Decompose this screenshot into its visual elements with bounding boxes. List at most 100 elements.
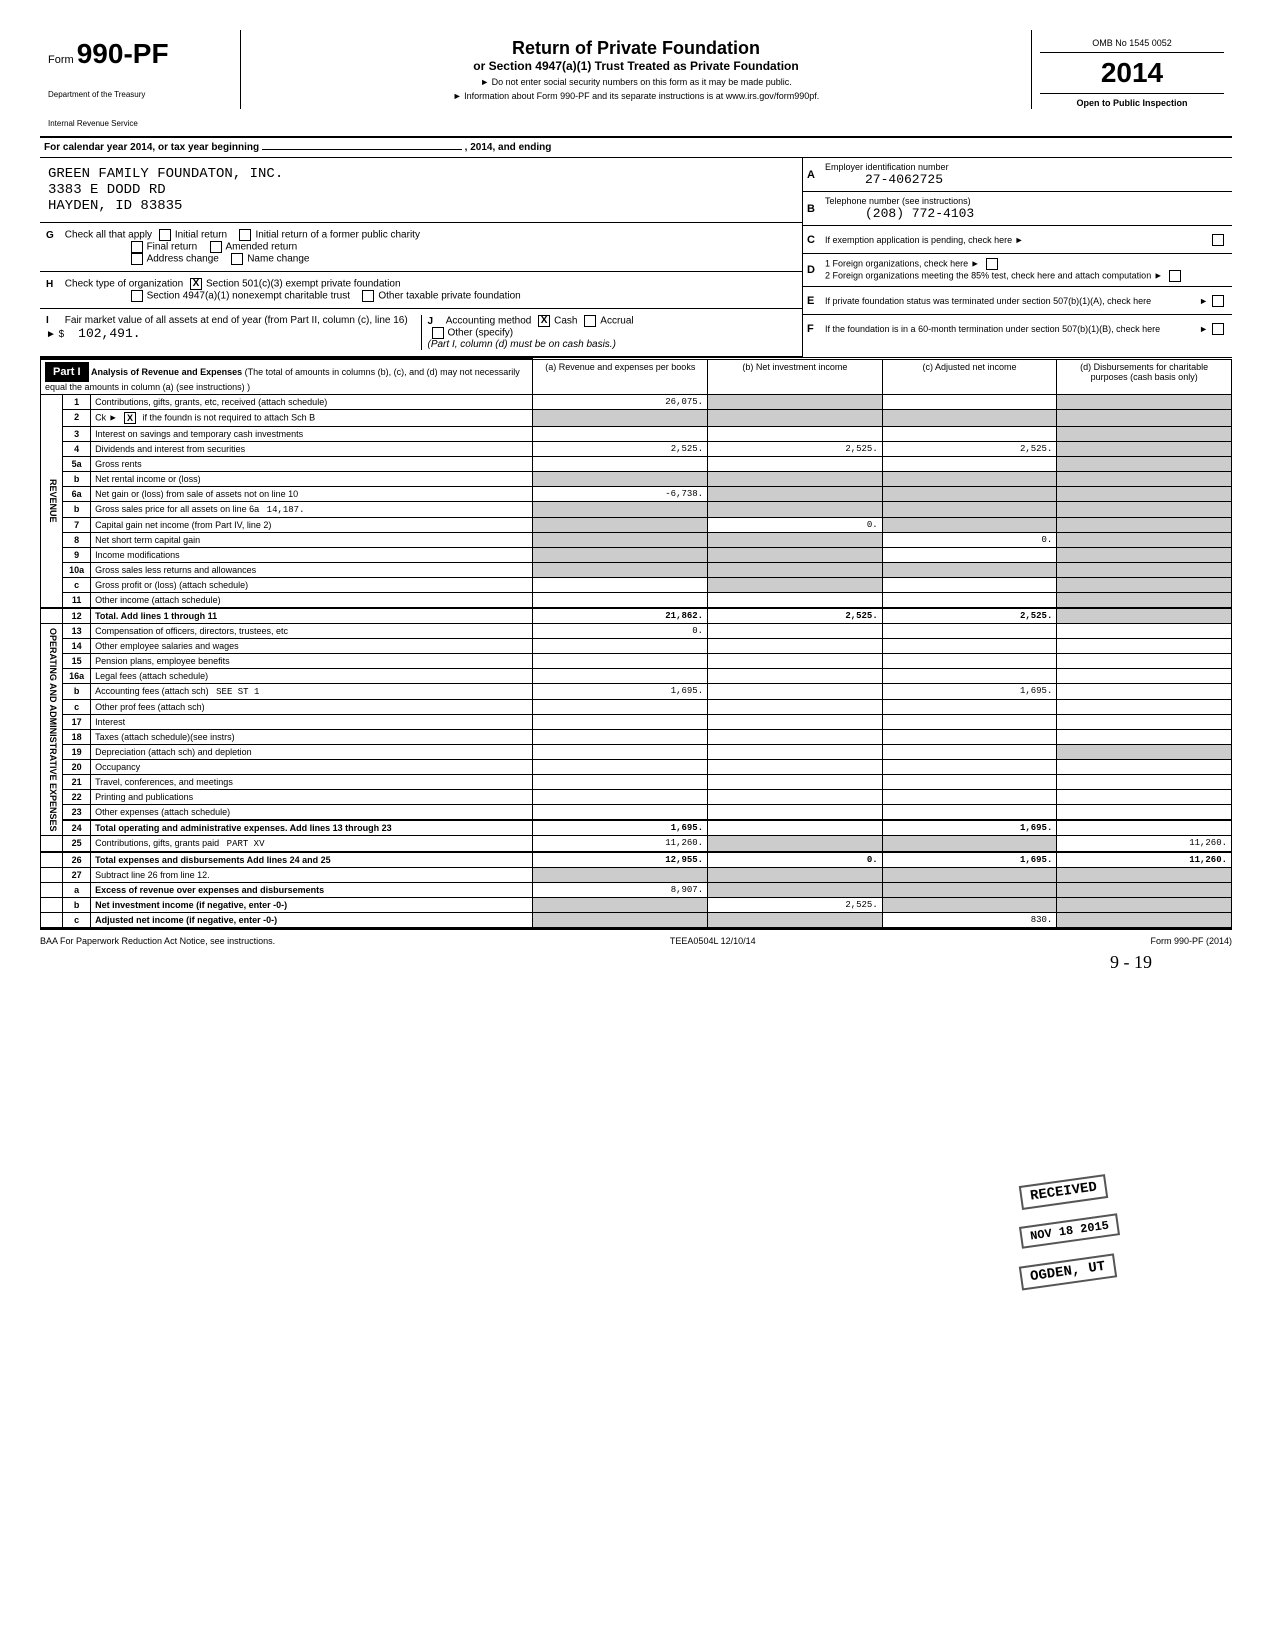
checkbox-501c3[interactable]: X: [190, 278, 202, 290]
d-text2: 2 Foreign organizations meeting the 85% …: [825, 270, 1151, 280]
table-row: bGross sales price for all assets on lin…: [41, 502, 1232, 518]
col-b-header: (b) Net investment income: [708, 359, 883, 395]
checkbox-initial-former[interactable]: [239, 229, 251, 241]
table-row: 11Other income (attach schedule): [41, 593, 1232, 609]
line-desc: Subtract line 26 from line 12.: [91, 868, 533, 883]
opt-501c3: Section 501(c)(3) exempt private foundat…: [206, 279, 401, 290]
checkbox-60month[interactable]: [1212, 323, 1224, 335]
checkbox-exemption-pending[interactable]: [1212, 234, 1224, 246]
line-desc: Occupancy: [91, 760, 533, 775]
checkbox-status-terminated[interactable]: [1212, 295, 1224, 307]
line-no: 9: [63, 548, 91, 563]
checkbox-4947[interactable]: [131, 290, 143, 302]
entity-name: GREEN FAMILY FOUNDATON, INC.: [48, 166, 794, 182]
opt-amended: Amended return: [226, 242, 298, 253]
line-amt-b: 2,525.: [708, 608, 883, 624]
j-text: Accounting method: [446, 316, 532, 327]
line-amt-c: 830.: [882, 913, 1057, 928]
line-no: 10a: [63, 563, 91, 578]
line-desc: Pension plans, employee benefits: [91, 654, 533, 669]
line-amt-a: 1,695.: [533, 684, 708, 700]
ein-value: 27-4062725: [825, 172, 943, 187]
opt-initial: Initial return: [175, 230, 227, 241]
line-desc: Adjusted net income (if negative, enter …: [91, 913, 533, 928]
line-amt-b: 2,525.: [708, 898, 883, 913]
line-no: 7: [63, 518, 91, 533]
line-desc: Net investment income (if negative, ente…: [91, 898, 533, 913]
checkbox-other-method[interactable]: [432, 327, 444, 339]
stamp-date: NOV 18 2015: [1029, 1219, 1109, 1244]
part1-title: Analysis of Revenue and Expenses: [91, 367, 242, 377]
checkbox-other-taxable[interactable]: [362, 290, 374, 302]
checkbox-amended[interactable]: [210, 241, 222, 253]
e-label: E: [807, 295, 825, 307]
line-no: 27: [63, 868, 91, 883]
line-no: 1: [63, 395, 91, 410]
table-row: 17Interest: [41, 715, 1232, 730]
e-text: If private foundation status was termina…: [825, 296, 1199, 306]
footer-mid: TEEA0504L 12/10/14: [670, 936, 756, 946]
checkbox-addr-change[interactable]: [131, 253, 143, 265]
checkbox-accrual[interactable]: [584, 315, 596, 327]
j-label: J: [428, 316, 444, 327]
line-desc: Travel, conferences, and meetings: [91, 775, 533, 790]
checkbox-foreign-85[interactable]: [1169, 270, 1181, 282]
line-no: b: [63, 898, 91, 913]
opt-accrual: Accrual: [600, 316, 633, 327]
line-amt-a: 11,260.: [533, 836, 708, 853]
table-row: 21Travel, conferences, and meetings: [41, 775, 1232, 790]
table-row: 5aGross rents: [41, 457, 1232, 472]
checkbox-final-return[interactable]: [131, 241, 143, 253]
line-desc: Gross sales less returns and allowances: [91, 563, 533, 578]
line-no: 16a: [63, 669, 91, 684]
form-title: Return of Private Foundation: [249, 38, 1023, 59]
i-label: I: [46, 315, 62, 326]
line-amt-a: 2,525.: [533, 442, 708, 457]
a-label: A: [807, 169, 825, 181]
line-amt-d: 11,260.: [1057, 852, 1232, 868]
table-row: 26Total expenses and disbursements Add l…: [41, 852, 1232, 868]
box-e: E If private foundation status was termi…: [803, 287, 1232, 315]
line-no: b: [63, 472, 91, 487]
table-row: 8Net short term capital gain0.: [41, 533, 1232, 548]
line-no: c: [63, 578, 91, 593]
entity-city: HAYDEN, ID 83835: [48, 198, 794, 214]
table-row: 2Ck ► X if the foundn is not required to…: [41, 410, 1232, 427]
checkbox-sch-b[interactable]: X: [124, 412, 136, 424]
checkbox-cash[interactable]: X: [538, 315, 550, 327]
col-a-header: (a) Revenue and expenses per books: [533, 359, 708, 395]
checkbox-name-change[interactable]: [231, 253, 243, 265]
line-amt-a: 21,862.: [533, 608, 708, 624]
line-amt-c: 2,525.: [882, 442, 1057, 457]
col-d-header: (d) Disbursements for charitable purpose…: [1057, 359, 1232, 395]
table-row: 20Occupancy: [41, 760, 1232, 775]
line-desc: Income modifications: [91, 548, 533, 563]
line-desc: Other expenses (attach schedule): [91, 805, 533, 821]
line-amt-a: 8,907.: [533, 883, 708, 898]
b-text: Telephone number (see instructions): [825, 196, 971, 206]
line-desc: Taxes (attach schedule)(see instrs): [91, 730, 533, 745]
f-label: F: [807, 323, 825, 335]
year-block: OMB No 1545 0052 2014 Open to Public Ins…: [1032, 30, 1232, 116]
table-row: 27Subtract line 26 from line 12.: [41, 868, 1232, 883]
expenses-side-label: OPERATING AND ADMINISTRATIVE EXPENSES: [41, 624, 63, 836]
table-row: cGross profit or (loss) (attach schedule…: [41, 578, 1232, 593]
h-text: Check type of organization: [65, 279, 183, 290]
checkbox-initial-return[interactable]: [159, 229, 171, 241]
line-no: b: [63, 684, 91, 700]
line-desc: Gross profit or (loss) (attach schedule): [91, 578, 533, 593]
line-no: 19: [63, 745, 91, 760]
checkbox-foreign-org[interactable]: [986, 258, 998, 270]
form-header: Form 990-PF Department of the Treasury I…: [40, 30, 1232, 138]
row-ij: I Fair market value of all assets at end…: [40, 309, 802, 357]
a-text: Employer identification number: [825, 162, 949, 172]
opt-4947: Section 4947(a)(1) nonexempt charitable …: [147, 291, 350, 302]
line-desc: Dividends and interest from securities: [91, 442, 533, 457]
note-ssn: ► Do not enter social security numbers o…: [249, 77, 1023, 87]
opt-other-tax: Other taxable private foundation: [378, 291, 520, 302]
stamp-ogden: OGDEN, UT: [1029, 1259, 1106, 1285]
table-row: aExcess of revenue over expenses and dis…: [41, 883, 1232, 898]
box-b: B Telephone number (see instructions) (2…: [803, 192, 1232, 226]
table-row: 19Depreciation (attach sch) and depletio…: [41, 745, 1232, 760]
line-desc: Accounting fees (attach sch): [95, 686, 209, 696]
